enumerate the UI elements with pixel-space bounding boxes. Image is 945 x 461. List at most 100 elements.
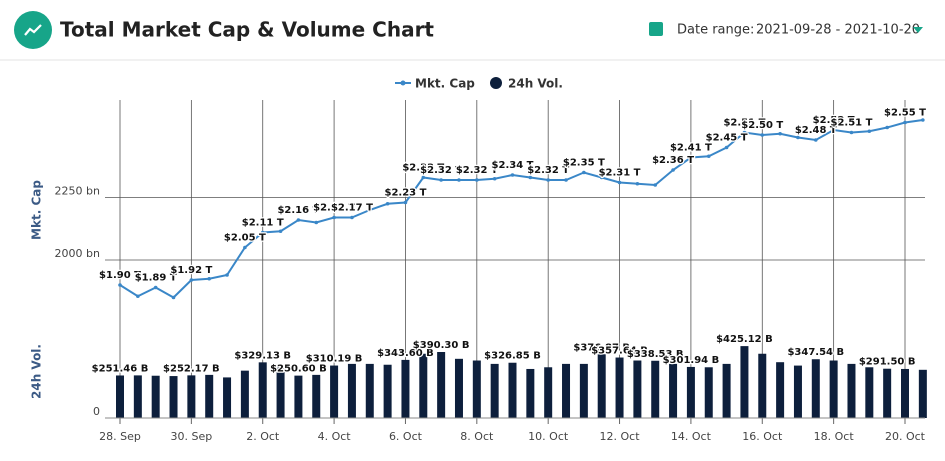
bar [758,353,767,418]
bar [365,363,374,418]
data-label: $2.45 T [706,133,748,144]
line-point [475,178,479,182]
bar [847,363,856,418]
bar [401,359,410,418]
data-label: $252.17 B [163,363,220,374]
line-point [385,201,390,206]
data-label: $2.16 T [277,205,319,216]
x-tick-label: 30. Sep [170,430,212,443]
data-label: $2.32 T [420,165,462,176]
bar [811,359,820,418]
data-label: $251.46 B [92,363,149,374]
data-label: $338.53 B [627,349,684,360]
x-tick-label: 14. Oct [671,430,712,443]
data-label: $1.92 T [170,265,212,276]
bar [116,375,124,418]
bar [651,360,660,418]
legend-swatch [490,77,502,89]
line-point [724,145,729,150]
bar [508,362,517,418]
line-point [831,128,836,132]
line-point [921,118,925,122]
line-point [903,120,907,125]
bar [793,365,802,418]
header-icon-glyph [24,24,42,36]
y2-tick-label: 0 [93,405,100,418]
data-label: $357.64 B [591,346,648,357]
legend-label: Mkt. Cap [415,77,475,91]
line-point [742,130,747,135]
line-point [332,215,336,220]
line-point [528,175,533,180]
bar [883,368,892,418]
line-point [510,173,515,177]
data-label: $2.17 T [331,203,373,214]
data-label: $2.23 T [384,188,426,199]
bar [829,360,838,418]
data-label: $250.60 B [270,364,327,375]
date-range[interactable]: 2021-09-28 - 2021-10-20 [756,23,920,38]
data-label: $2.52 T [813,115,855,126]
data-label: $376.87 B [573,342,630,353]
line-point [367,208,372,212]
data-label: $2.35 T [563,158,605,169]
bar [918,369,927,418]
bar [579,363,588,418]
bar [562,363,571,418]
line-point [671,168,675,172]
y2-axis-title: 24h Vol. [30,344,44,399]
calendar-icon [649,22,663,36]
data-label: $2.48 T [795,125,837,136]
plot: 28. Sep 30. Sep 2. Oct 4. Oct 6. Oct 8. Oct 10… [30,77,928,444]
line-point [153,285,158,290]
bar [223,377,232,418]
bar [669,363,678,418]
line-point [796,135,800,140]
bar [240,370,249,418]
line-point [260,230,265,235]
data-label: $343.60 B [377,348,434,359]
line-point [118,283,122,287]
line-point [849,130,854,135]
data-label: $2.17 T [313,203,355,214]
data-label: $2.51 T [723,118,765,129]
y-axis-title: Mkt. Cap [30,180,44,240]
data-label: $2.32 T [456,165,498,176]
data-label: $291.50 B [859,357,916,368]
dropdown-arrow[interactable] [913,27,923,33]
line-point [350,215,354,220]
data-label: $2.41 T [670,143,712,154]
data-label: $301.94 B [663,355,720,366]
bar [169,376,178,418]
legend-label: 24h Vol. [508,77,563,91]
bar [490,363,499,418]
bar [454,358,463,418]
x-tick-label: 28. Sep [99,430,141,443]
line-point [617,180,622,185]
line-point [403,200,408,205]
bar [686,366,695,418]
date-range-label: Date range: [677,23,754,38]
y-tick-label: 2000 bn [55,247,100,260]
line-point [885,125,889,130]
line-point [564,178,568,182]
bar [544,367,553,418]
x-tick-label: 10. Oct [528,430,569,443]
bar [722,363,731,418]
bar [383,364,392,418]
bar [633,360,642,418]
bar [437,352,446,418]
bar [187,375,196,418]
line [119,119,923,299]
line-point [778,131,782,136]
x-tick-label: 8. Oct [460,430,494,443]
line-point [171,295,176,300]
bar [615,357,624,418]
line-point [546,178,550,182]
line-point [314,220,319,225]
data-label: $2.11 T [242,218,284,229]
data-label: $2.31 T [599,168,641,179]
line-point [760,133,765,137]
data-label: $1.89 T [135,273,177,284]
